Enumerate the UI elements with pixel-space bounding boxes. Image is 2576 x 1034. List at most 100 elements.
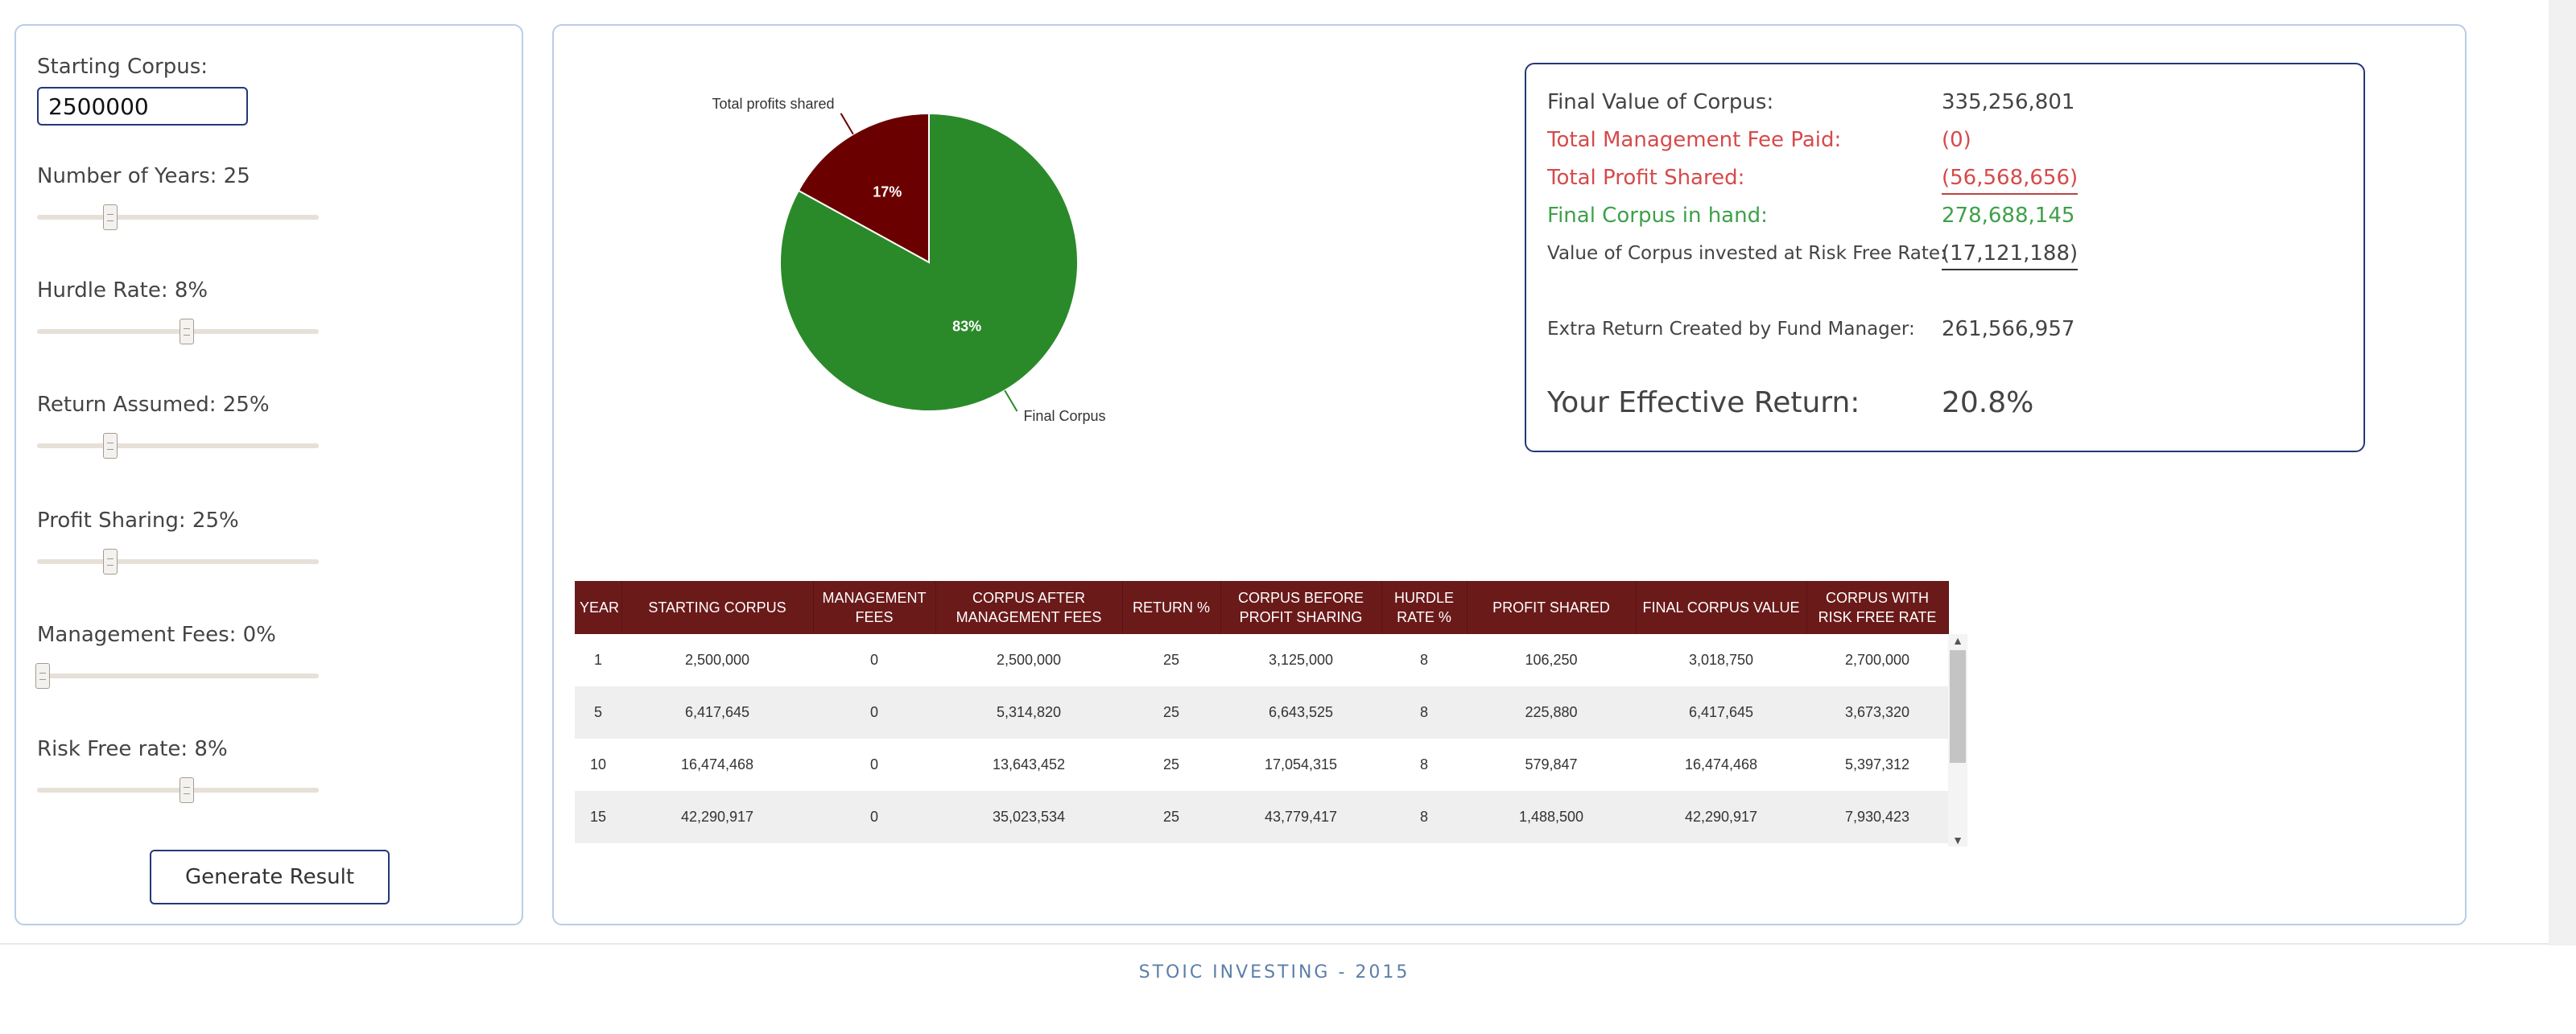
slider-label-return: Return Assumed: 25%	[37, 393, 270, 417]
table-cell: 0	[813, 686, 935, 739]
table-cell: 5,397,312	[1844, 756, 1910, 772]
table-cell: 6,417,645	[1636, 686, 1806, 739]
slider-track[interactable]	[37, 443, 319, 448]
column-header: CORPUS AFTER MANAGEMENT FEES	[935, 581, 1123, 634]
table-row: 1 2,500,000 0 2,500,000 25 3,125,000 8 106,250 3…	[575, 634, 1948, 686]
table-cell: 42,290,917	[621, 791, 813, 843]
table-cell: 16,474,468	[1684, 756, 1758, 772]
table-cell: 43,779,417	[1220, 791, 1381, 843]
column-header: MANAGEMENT FEES	[813, 581, 936, 634]
pie-callout-line	[840, 113, 854, 135]
scroll-down-icon[interactable]: ▼	[1952, 834, 1963, 847]
pie-percent-label: 83%	[952, 319, 981, 335]
summary-box: Final Value of Corpus: 335,256,801 Total…	[1525, 63, 2365, 452]
risk-free-value: (17,121,188)	[1942, 241, 2079, 270]
slider-track[interactable]	[37, 329, 319, 334]
table-cell: 6,643,525	[1220, 686, 1381, 739]
corpus-in-hand-value: 278,688,145	[1942, 204, 2075, 228]
slider-track[interactable]	[37, 559, 319, 564]
scrollbar-thumb[interactable]	[1950, 650, 1966, 763]
slider-handle[interactable]	[35, 663, 50, 689]
slider-track[interactable]	[37, 674, 319, 678]
slider-label-riskfree: Risk Free rate: 8%	[37, 737, 228, 761]
table-cell: 6,417,645	[621, 686, 813, 739]
profit-shared-label: Total Profit Shared:	[1547, 166, 1745, 190]
slider-riskfree[interactable]	[37, 774, 319, 806]
starting-corpus-input[interactable]	[37, 87, 248, 126]
table-cell: 0	[813, 791, 935, 843]
table-cell: 3,673,320	[1806, 686, 1948, 739]
mgmt-fee-value: (0)	[1942, 128, 1971, 152]
pie-slice-label: Final Corpus	[1023, 408, 1105, 424]
table-cell: 8	[1381, 686, 1467, 739]
table-cell: 15	[575, 791, 621, 843]
results-panel: 17% Total profits shared 83% Final Corpus F…	[552, 24, 2467, 925]
table-row: 5 6,417,645 0 5,314,820 25 6,643,525 8 225,880 6…	[575, 686, 1948, 739]
table-cell: 2,700,000	[1844, 652, 1910, 668]
footer-text: STOIC INVESTING - 2015	[1138, 962, 1410, 983]
slider-handle[interactable]	[179, 777, 194, 803]
table-cell: 35,023,534	[935, 791, 1122, 843]
slider-fees[interactable]	[35, 660, 319, 692]
table-cell: 106,250	[1525, 652, 1578, 668]
table-cell: 2,500,000	[996, 652, 1062, 668]
table-cell: 1,488,500	[1467, 791, 1636, 843]
table-cell: 13,643,452	[992, 756, 1066, 772]
table-scrollbar[interactable]: ▲ ▼	[1948, 634, 1967, 847]
table-cell: 0	[869, 652, 878, 668]
pie-percent-label: 17%	[873, 183, 902, 200]
table-cell: 8	[1419, 652, 1428, 668]
slider-handle[interactable]	[179, 319, 194, 344]
slider-handle[interactable]	[103, 549, 118, 575]
table-cell: 2,500,000	[684, 652, 750, 668]
table-row: 15 42,290,917 0 35,023,534 25 43,779,417 8 1,48…	[575, 791, 1948, 843]
table-cell: 25	[1122, 791, 1220, 843]
scroll-up-icon[interactable]: ▲	[1952, 634, 1963, 647]
effective-return-label: Your Effective Return:	[1547, 386, 1860, 419]
pie-callout-line	[1004, 389, 1018, 412]
corpus-in-hand-label: Final Corpus in hand:	[1547, 204, 1768, 228]
slider-hurdle[interactable]	[37, 315, 319, 348]
generate-result-button[interactable]: Generate Result	[150, 850, 390, 904]
column-header: FINAL CORPUS VALUE	[1636, 581, 1807, 634]
slider-profit[interactable]	[37, 546, 319, 578]
extra-return-value: 261,566,957	[1942, 317, 2075, 341]
table-cell: 3,125,000	[1268, 652, 1334, 668]
slider-return[interactable]	[37, 430, 319, 462]
table-cell: 8	[1419, 756, 1428, 772]
slider-label-years: Number of Years: 25	[37, 164, 250, 188]
final-value-label: Final Value of Corpus:	[1547, 90, 1774, 114]
slider-track[interactable]	[37, 788, 319, 793]
table-cell: 0	[869, 756, 878, 772]
column-header: PROFIT SHARED	[1467, 581, 1637, 634]
table-header-row: YEAR STARTING CORPUS MANAGEMENT FEES CORPUS…	[575, 581, 1949, 634]
table-cell: 10	[589, 756, 607, 772]
table-cell: 16,474,468	[680, 756, 754, 772]
pie-slice	[797, 112, 930, 264]
table-body: 1 2,500,000 0 2,500,000 25 3,125,000 8 106,250 3…	[575, 634, 1948, 843]
slider-label-profit: Profit Sharing: 25%	[37, 509, 239, 533]
table-cell: 3,018,750	[1688, 652, 1754, 668]
risk-free-label: Value of Corpus invested at Risk Free Ra…	[1547, 243, 1946, 264]
table-cell: 42,290,917	[1636, 791, 1806, 843]
column-header: HURDLE RATE %	[1381, 581, 1468, 634]
slider-handle[interactable]	[103, 433, 118, 459]
controls-panel: Starting Corpus: Number of Years: 25 Hurd…	[14, 24, 523, 925]
slider-years[interactable]	[37, 201, 319, 233]
yearly-table-container[interactable]: YEAR STARTING CORPUS MANAGEMENT FEES CORPUS…	[575, 581, 1967, 847]
slider-track[interactable]	[37, 215, 319, 220]
pie-chart: 17% Total profits shared 83% Final Corpus	[712, 96, 1105, 424]
table-cell: 579,847	[1525, 756, 1578, 772]
effective-return-value: 20.8%	[1942, 386, 2034, 419]
column-header: RETURN %	[1122, 581, 1221, 634]
pie-slice-label: Total profits shared	[712, 96, 834, 112]
slider-label-hurdle: Hurdle Rate: 8%	[37, 278, 208, 303]
page-scrollbar[interactable]	[2549, 0, 2576, 945]
table-cell: 7,930,423	[1806, 791, 1948, 843]
column-header: CORPUS BEFORE PROFIT SHARING	[1220, 581, 1382, 634]
column-header: CORPUS WITH RISK FREE RATE	[1806, 581, 1949, 634]
table-cell: 25	[1162, 652, 1180, 668]
column-header: YEAR	[575, 581, 622, 634]
table-cell: 225,880	[1467, 686, 1636, 739]
slider-handle[interactable]	[103, 204, 118, 230]
